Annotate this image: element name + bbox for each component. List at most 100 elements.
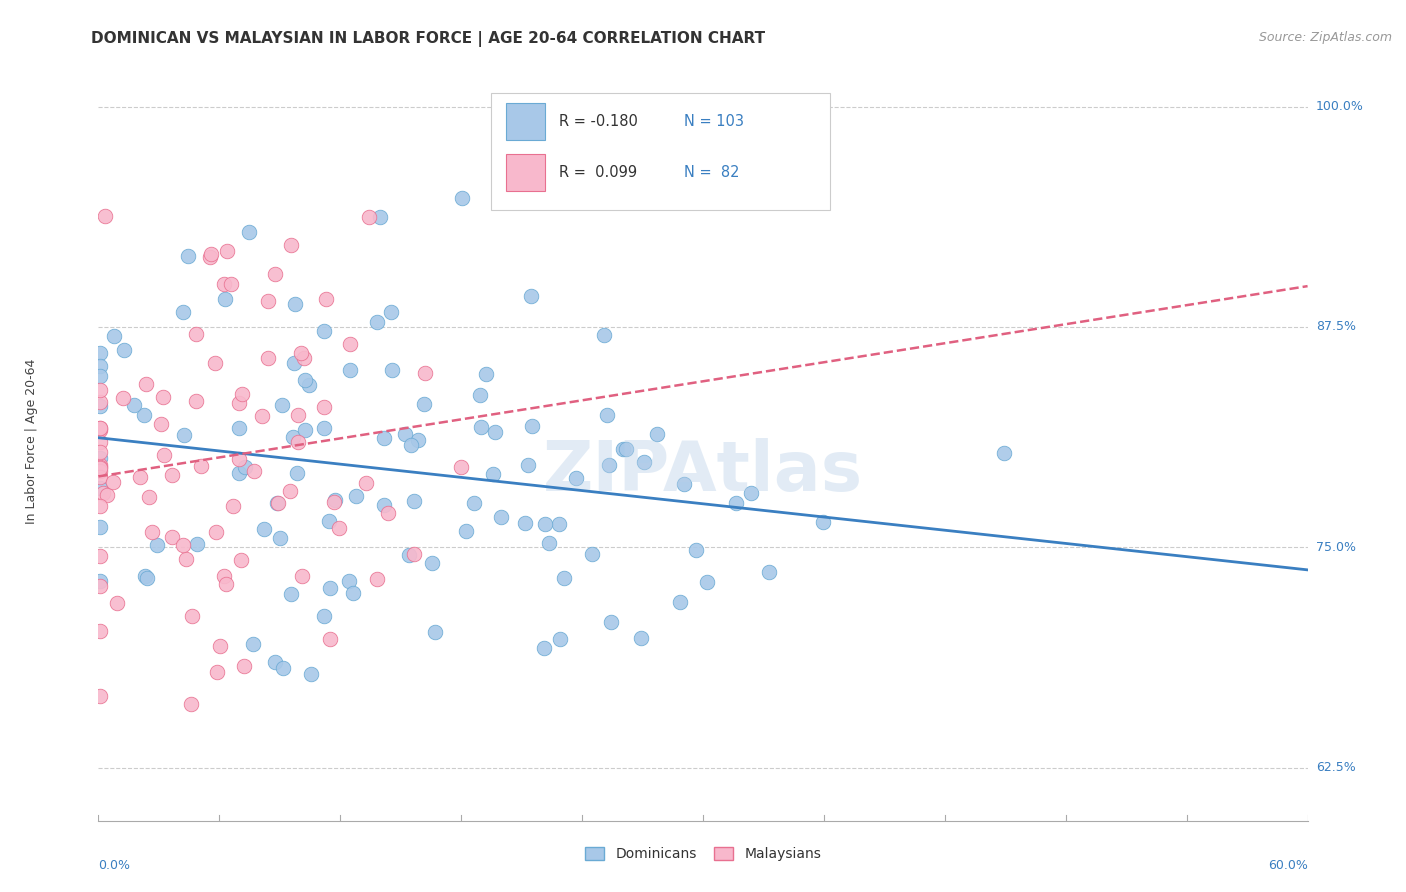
Point [672,477,695,491]
Point [315,293,337,307]
Point [205,525,228,540]
Point [200,247,222,261]
Point [377,506,399,520]
Point [96,488,118,502]
Point [312,325,335,339]
Point [380,304,402,318]
Point [89,423,111,437]
Point [173,428,195,442]
Point [475,368,498,382]
Point [520,289,543,303]
Point [214,577,236,591]
Point [339,362,361,376]
Point [103,329,125,343]
Text: N =  82: N = 82 [683,165,740,180]
Point [190,459,212,474]
Point [263,268,285,282]
Point [280,484,302,499]
Point [222,500,245,514]
Point [413,397,436,411]
Point [402,494,425,508]
Point [323,493,346,508]
Point [89,460,111,475]
Point [339,337,361,351]
Point [162,468,184,483]
Point [141,524,163,539]
Text: 87.5%: 87.5% [1316,320,1355,334]
Point [280,238,302,252]
Point [482,467,505,481]
Point [89,470,111,484]
Point [522,418,544,433]
Point [233,658,256,673]
Text: 0.0%: 0.0% [98,859,131,872]
Point [614,442,637,456]
Point [408,434,430,448]
Point [553,571,575,585]
Point [177,249,200,263]
Point [547,517,569,532]
Point [89,624,111,638]
Point [271,661,294,675]
Point [294,423,316,437]
Point [129,470,152,484]
Point [89,434,111,449]
Point [359,210,381,224]
Point [150,417,173,431]
Point [451,192,474,206]
Point [548,632,571,647]
Point [813,515,835,529]
Point [89,549,111,563]
Point [685,543,707,558]
Point [267,496,290,510]
Text: In Labor Force | Age 20-64: In Labor Force | Age 20-64 [25,359,38,524]
Point [264,655,287,669]
Point [366,315,388,329]
Point [270,398,292,412]
Point [89,464,111,478]
Point [633,455,655,469]
Point [281,430,304,444]
Text: DOMINICAN VS MALAYSIAN IN LABOR FORCE | AGE 20-64 CORRELATION CHART: DOMINICAN VS MALAYSIAN IN LABOR FORCE | … [91,31,765,47]
Point [89,520,111,534]
Point [280,587,302,601]
Point [612,442,634,457]
Point [381,363,404,377]
Point [463,495,485,509]
Point [134,569,156,583]
Point [89,451,111,466]
Point [598,458,620,472]
Point [228,467,250,481]
Point [207,665,229,680]
Point [534,517,557,532]
Point [342,585,364,599]
Point [758,566,780,580]
Point [740,485,762,500]
Point [89,445,111,459]
Text: 100.0%: 100.0% [1316,100,1364,113]
Point [294,373,316,387]
Point [399,438,422,452]
Point [468,387,491,401]
Text: 75.0%: 75.0% [1316,541,1355,554]
Point [152,390,174,404]
Point [212,277,235,291]
Point [314,609,336,624]
Point [491,509,513,524]
Point [153,448,176,462]
Point [322,495,344,509]
Point [328,521,350,535]
Point [354,475,377,490]
Text: Source: ZipAtlas.com: Source: ZipAtlas.com [1258,31,1392,45]
Point [93,209,115,223]
FancyBboxPatch shape [506,154,544,191]
Point [212,569,235,583]
Point [89,458,111,472]
Point [484,425,506,439]
Point [242,464,264,478]
Point [565,471,588,485]
Point [135,376,157,391]
Point [122,398,145,412]
Point [394,427,416,442]
Point [404,547,426,561]
